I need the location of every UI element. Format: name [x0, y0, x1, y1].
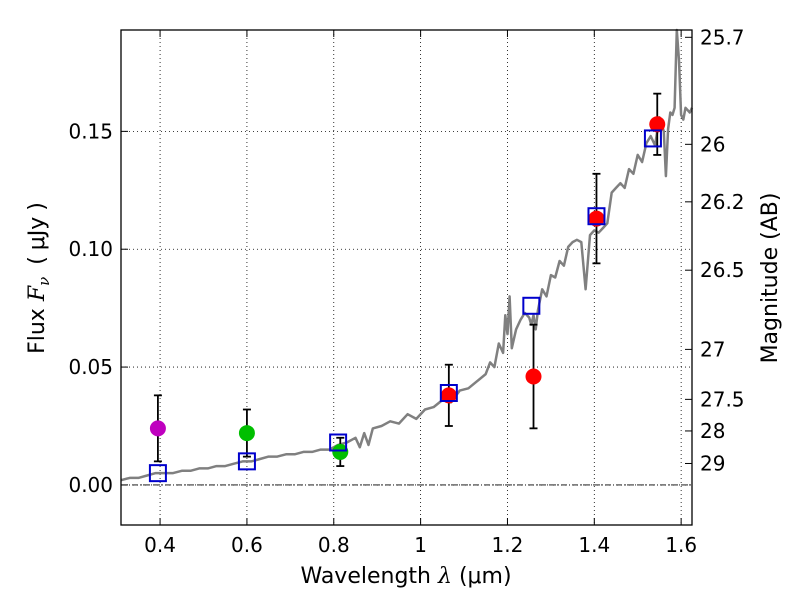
spectrum-group [120, 28, 694, 482]
magnitude-tick-label: 29 [700, 451, 725, 475]
y-tick-label: 0.00 [68, 473, 113, 497]
x-tick-label: 0.8 [318, 533, 350, 557]
observed-point [238, 425, 255, 442]
y-axis-label-text: Flux [25, 308, 50, 354]
x-tick-label: 1.6 [665, 533, 697, 557]
observed-points-group [149, 116, 666, 460]
spectrum-line [120, 28, 694, 482]
magnitude-ticks-group: 25.7 26 26.2 26.5 27 27.5 28 29 [685, 25, 745, 475]
model-square [522, 296, 541, 315]
model-squares-group [148, 129, 662, 483]
magnitude-tick-label: 28 [700, 419, 725, 443]
x-axis-label-unit: (μm) [459, 564, 512, 589]
observed-point [588, 210, 605, 227]
model-square [439, 384, 458, 402]
y-tick-label: 0.10 [68, 237, 113, 261]
model-square [587, 207, 606, 226]
y-axis-label-unit-open: ( [25, 256, 50, 265]
x-tick-label: 1.2 [492, 533, 524, 557]
model-square [237, 452, 256, 471]
magnitude-tick-label: 25.7 [700, 25, 745, 49]
observed-point [440, 387, 457, 404]
x-axis-label-text: Wavelength [300, 564, 431, 589]
x-tick-label: 1.4 [578, 533, 610, 557]
y-tick-label: 0.15 [68, 119, 113, 143]
model-square [148, 464, 167, 483]
observed-point [149, 420, 166, 437]
magnitude-tick-label: 26.2 [700, 190, 745, 214]
plot-frame [120, 29, 693, 526]
magnitude-tick-label: 26.5 [700, 258, 745, 282]
y-axis-label-subscript: ν [35, 277, 53, 286]
observed-point [649, 116, 666, 133]
magnitude-tick-label: 26 [700, 132, 725, 156]
magnitude-tick-label: 27.5 [700, 387, 745, 411]
y-axis-label-symbol: F [25, 285, 50, 302]
y-axis-label-unit: μJy [25, 217, 50, 251]
observed-point [525, 368, 542, 385]
plot-background [121, 30, 692, 525]
magnitude-tick-label: 27 [700, 337, 725, 361]
magnitude-axis-label: Magnitude (AB) [758, 193, 783, 364]
y-ticks-group: 0.00 0.05 0.10 0.15 [68, 119, 128, 497]
observed-point [332, 443, 349, 460]
y-axis-label: Flux Fν ( μJy) [25, 202, 53, 354]
x-axis-label-symbol: λ [437, 564, 452, 589]
x-ticks-group: 0.4 0.6 0.8 1 1.2 1.4 1.6 [144, 30, 697, 557]
y-axis-label-unit-close: ) [25, 202, 50, 211]
x-axis-label: Wavelength λ (μm) [300, 564, 511, 589]
x-tick-label: 0.6 [231, 533, 263, 557]
model-square [329, 433, 348, 452]
x-tick-label: 1 [414, 533, 427, 557]
y-tick-label: 0.05 [68, 355, 113, 379]
model-square [643, 129, 662, 148]
x-tick-label: 0.4 [144, 533, 176, 557]
